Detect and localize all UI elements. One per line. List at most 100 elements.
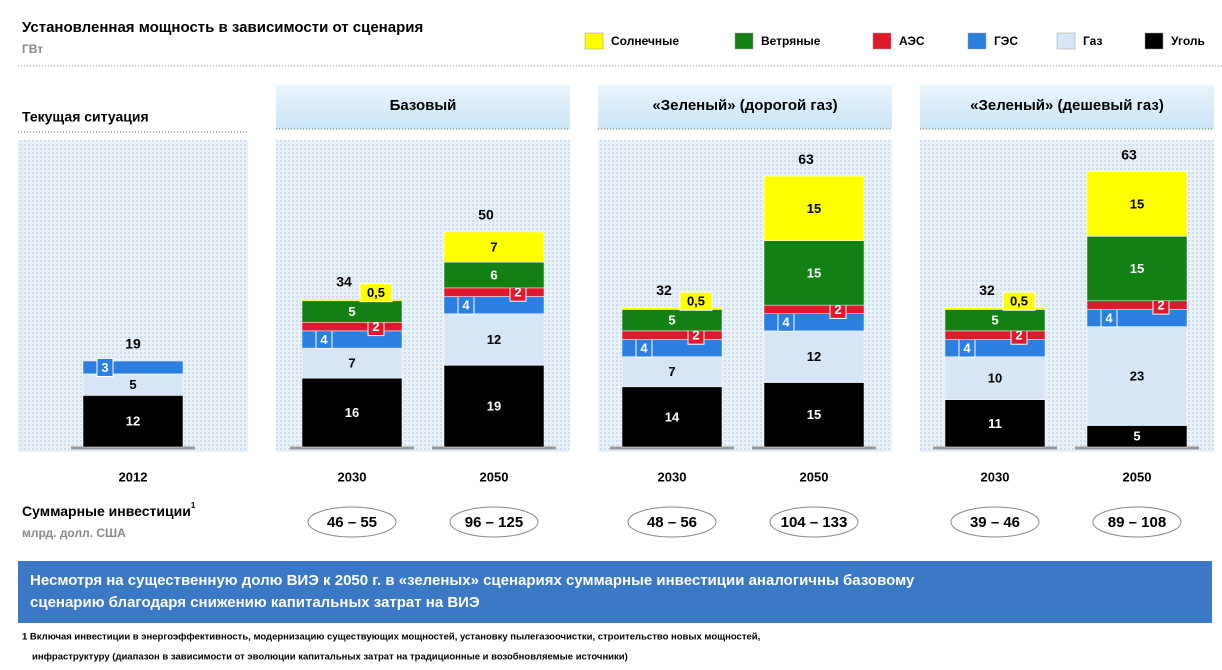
conclusion-banner bbox=[18, 561, 1212, 623]
note-mark: 1 bbox=[191, 501, 196, 510]
value-label-box bbox=[679, 291, 713, 311]
legend-swatch bbox=[967, 32, 987, 50]
bar-segment bbox=[443, 287, 545, 297]
bar-segment bbox=[443, 313, 545, 366]
conclusion-text: сценарию благодаря снижению капитальных … bbox=[30, 594, 480, 611]
bar-segment bbox=[763, 304, 865, 314]
value-label: 12 bbox=[807, 349, 821, 364]
legend-swatch bbox=[872, 32, 892, 50]
value-label: 15 bbox=[807, 265, 821, 280]
value-label: 7 bbox=[348, 356, 355, 371]
bar-segment bbox=[443, 365, 545, 448]
value-label-box bbox=[96, 357, 114, 377]
bar-segment bbox=[443, 261, 545, 289]
legend-swatch bbox=[1144, 32, 1164, 50]
investment-oval bbox=[1092, 506, 1182, 538]
legend-swatch bbox=[1056, 32, 1076, 50]
investment-value: 48 – 56 bbox=[647, 514, 697, 531]
value-label: 4 bbox=[1105, 310, 1113, 325]
value-label: 4 bbox=[963, 341, 971, 356]
value-label: 0,5 bbox=[367, 285, 385, 300]
value-label: 15 bbox=[807, 407, 821, 422]
bar-segment bbox=[301, 322, 403, 332]
total-label: 19 bbox=[125, 336, 141, 352]
x-tick-label: 2050 bbox=[1123, 469, 1152, 484]
value-label: 5 bbox=[991, 313, 998, 328]
value-label: 7 bbox=[668, 364, 675, 379]
bar-segment bbox=[763, 330, 865, 383]
value-label: 11 bbox=[988, 416, 1002, 431]
value-label: 2 bbox=[372, 319, 379, 334]
value-label: 5 bbox=[668, 313, 675, 328]
x-tick-label: 2030 bbox=[981, 469, 1010, 484]
group-label: «Зеленый» (дорогой газ) bbox=[652, 97, 837, 114]
footnote: инфраструктуру (диапазон в зависимости о… bbox=[32, 652, 628, 663]
x-tick-label: 2050 bbox=[480, 469, 509, 484]
value-label: 5 bbox=[1133, 429, 1140, 444]
value-label: 12 bbox=[126, 414, 140, 429]
value-label: 10 bbox=[988, 371, 1002, 386]
investments-label: Суммарные инвестиции1 bbox=[22, 501, 196, 519]
bar-segment bbox=[1086, 300, 1188, 310]
bar-segment bbox=[763, 175, 865, 241]
value-label: 5 bbox=[129, 377, 136, 392]
bar-segment bbox=[82, 395, 184, 448]
investment-oval bbox=[627, 506, 717, 538]
chart-subtitle: ГВт bbox=[22, 42, 43, 56]
x-tick-label: 2050 bbox=[800, 469, 829, 484]
value-label: 14 bbox=[665, 409, 680, 424]
legend-label: Ветряные bbox=[761, 34, 821, 48]
total-label: 50 bbox=[478, 207, 494, 223]
bar-segment bbox=[621, 356, 723, 388]
group-header bbox=[276, 85, 570, 129]
x-tick-label: 2012 bbox=[119, 469, 148, 484]
value-label: 2 bbox=[1015, 328, 1022, 343]
investment-oval bbox=[307, 506, 397, 538]
bar-segment bbox=[443, 231, 545, 263]
investments-label-text: Суммарные инвестиции bbox=[22, 503, 191, 519]
conclusion-text: Несмотря на существенную долю ВИЭ к 2050… bbox=[30, 572, 915, 589]
legend-swatch bbox=[734, 32, 754, 50]
bar-segment bbox=[621, 307, 723, 310]
value-label: 4 bbox=[640, 341, 648, 356]
total-label: 34 bbox=[336, 273, 352, 289]
value-label-box bbox=[1002, 291, 1036, 311]
bar-segment bbox=[621, 386, 723, 448]
bar-segment bbox=[944, 330, 1046, 340]
value-label: 19 bbox=[487, 399, 501, 414]
value-label: 6 bbox=[490, 267, 497, 282]
value-label: 12 bbox=[487, 332, 501, 347]
bar-segment bbox=[301, 298, 403, 302]
value-label: 15 bbox=[807, 201, 821, 216]
group-label: Текущая ситуация bbox=[22, 109, 149, 125]
investment-value: 46 – 55 bbox=[327, 514, 377, 531]
value-label: 15 bbox=[1130, 261, 1144, 276]
legend-label: Уголь bbox=[1171, 34, 1205, 48]
value-label: 15 bbox=[1130, 196, 1144, 211]
bar-segment bbox=[621, 330, 723, 340]
value-label: 2 bbox=[692, 328, 699, 343]
group-label: «Зеленый» (дешевый газ) bbox=[970, 97, 1164, 114]
group-label: Базовый bbox=[390, 97, 457, 114]
footnote: 1 Включая инвестиции в энергоэффективнос… bbox=[22, 632, 760, 643]
chart-title: Установленная мощность в зависимости от … bbox=[22, 19, 423, 36]
total-label: 32 bbox=[656, 282, 672, 298]
total-label: 63 bbox=[1121, 147, 1137, 163]
value-label: 16 bbox=[345, 405, 359, 420]
legend-swatch bbox=[584, 32, 604, 50]
investment-value: 89 – 108 bbox=[1108, 514, 1166, 531]
bar-segment bbox=[301, 377, 403, 448]
bar-segment bbox=[944, 307, 1046, 310]
value-label: 3 bbox=[101, 360, 108, 375]
total-label: 63 bbox=[798, 151, 814, 167]
value-label: 2 bbox=[514, 285, 521, 300]
value-label: 5 bbox=[348, 304, 355, 319]
value-label: 4 bbox=[462, 298, 470, 313]
x-tick-label: 2030 bbox=[338, 469, 367, 484]
value-label: 2 bbox=[1157, 298, 1164, 313]
bar-segment bbox=[1086, 236, 1188, 302]
legend-label: АЭС bbox=[899, 34, 925, 48]
value-label-box bbox=[359, 283, 393, 303]
investment-oval bbox=[950, 506, 1040, 538]
